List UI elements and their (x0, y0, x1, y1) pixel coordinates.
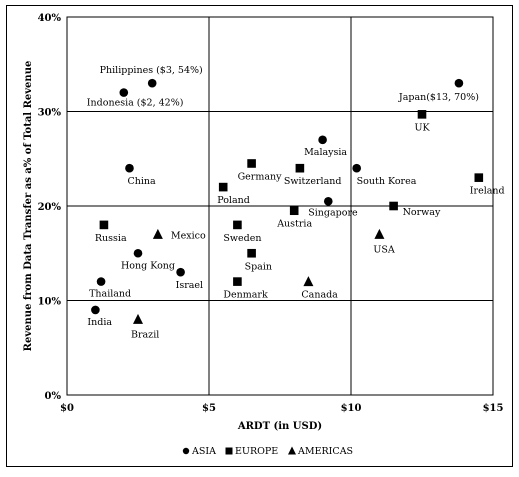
asia-marker (119, 88, 129, 97)
legend: ASIA EUROPE AMERICAS (182, 446, 353, 457)
x-axis-title: ARDT (in USD) (237, 421, 322, 432)
point-label: Norway (403, 207, 441, 218)
point-label: Canada (301, 290, 338, 301)
point-label: Switzerland (284, 176, 342, 187)
legend-label: ASIA (191, 446, 216, 457)
x-tick-label: $15 (483, 403, 504, 414)
point-label: Japan($13, 70%) (398, 92, 479, 103)
point-label: Sweden (223, 233, 261, 244)
europe-marker (289, 206, 299, 216)
x-tick-label: $10 (341, 403, 362, 414)
point-label: Israel (176, 280, 204, 291)
europe-marker (99, 220, 109, 230)
data-points (91, 78, 484, 324)
y-tick-label: 40% (38, 13, 62, 24)
point-label: Germany (238, 171, 283, 182)
asia-marker (352, 163, 361, 173)
y-tick-label: 30% (38, 108, 62, 119)
point-label: Austria (276, 219, 312, 230)
point-label: Singapore (308, 207, 358, 218)
europe-marker (417, 110, 427, 119)
x-tick-label: $5 (202, 403, 216, 414)
asia-marker (323, 196, 333, 206)
asia-marker (96, 277, 106, 286)
europe-marker (247, 248, 256, 258)
axis-ticks: $0 $5 $10 $15 0% 10% 20% 30% 40% (38, 13, 504, 414)
asia-marker (176, 267, 185, 277)
y-axis-title: Revenue from Data Transfer as a% of Tota… (23, 61, 34, 352)
point-label: Hong Kong (121, 260, 175, 271)
legend-label: AMERICAS (297, 446, 353, 457)
point-labels: Philippines ($3, 54%) Indonesia ($2, 42%)… (87, 65, 505, 340)
point-label: USA (373, 244, 395, 255)
point-label: Poland (217, 195, 250, 206)
point-label: South Korea (357, 176, 417, 187)
point-label: UK (414, 122, 430, 133)
asia-marker (125, 163, 134, 173)
point-label: Ireland (470, 186, 505, 197)
point-label: Indonesia ($2, 42%) (87, 98, 184, 109)
europe-marker (389, 201, 398, 211)
y-tick-label: 20% (38, 202, 62, 213)
point-label: Denmark (223, 290, 268, 301)
y-tick-label: 0% (45, 391, 62, 402)
asia-marker (454, 78, 464, 88)
point-label: Mexico (171, 230, 206, 241)
europe-marker (247, 159, 256, 168)
asia-marker (318, 135, 327, 145)
point-label: India (87, 317, 112, 328)
y-tick-label: 10% (38, 297, 62, 308)
point-label: Russia (95, 233, 127, 244)
americas-marker (133, 313, 143, 324)
legend-square-icon (225, 447, 233, 455)
europe-marker (295, 163, 305, 173)
americas-marker (303, 276, 314, 287)
legend-label: EUROPE (235, 446, 278, 457)
point-label: China (127, 176, 156, 187)
asia-marker (91, 305, 100, 315)
plot-area (66, 16, 494, 396)
europe-marker (233, 220, 242, 230)
point-label: Spain (245, 261, 272, 272)
asia-marker (133, 248, 143, 258)
legend-circle-icon (182, 447, 190, 455)
americas-marker (374, 228, 385, 239)
legend-triangle-icon (288, 446, 296, 455)
chart-frame (6, 5, 513, 467)
asia-marker (147, 78, 157, 88)
europe-marker (233, 277, 242, 286)
europe-marker (474, 173, 484, 182)
point-label: Philippines ($3, 54%) (100, 65, 203, 76)
point-label: Thailand (89, 289, 131, 300)
point-label: Malaysia (304, 147, 347, 158)
x-tick-label: $0 (60, 403, 74, 414)
americas-marker (152, 228, 163, 239)
point-label: Brazil (131, 329, 159, 340)
europe-marker (218, 182, 228, 192)
